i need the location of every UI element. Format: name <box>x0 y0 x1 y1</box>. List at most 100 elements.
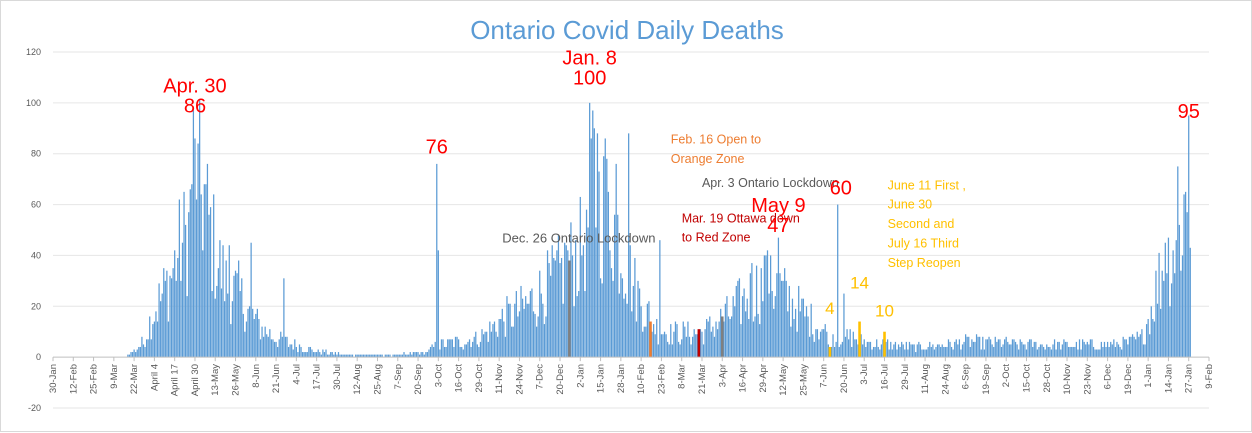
bar <box>1131 334 1134 358</box>
bar <box>291 344 293 358</box>
bar <box>340 354 343 358</box>
bar <box>933 349 936 358</box>
bar <box>1166 273 1168 358</box>
bar <box>468 339 471 358</box>
bar <box>1155 270 1157 358</box>
bar <box>545 316 547 358</box>
bar <box>136 349 138 358</box>
bar <box>613 214 616 358</box>
x-tick-label: 8-Jun <box>251 364 262 388</box>
bar <box>589 102 591 358</box>
bar <box>1181 255 1184 358</box>
annotation-line: June 11 First , <box>888 178 966 192</box>
bar <box>799 311 801 358</box>
bar <box>331 352 333 358</box>
bar <box>656 319 658 358</box>
bar <box>1178 224 1180 358</box>
bar <box>957 344 959 358</box>
bar <box>1021 341 1023 358</box>
bar <box>1127 344 1129 358</box>
x-tick-label: 27-Jan <box>1184 364 1195 393</box>
bar <box>423 354 425 358</box>
bar <box>860 334 862 358</box>
bar <box>1180 270 1182 358</box>
bar <box>986 339 989 358</box>
bar <box>924 349 926 358</box>
bar <box>1082 339 1084 358</box>
bar <box>348 354 351 358</box>
bar <box>805 306 808 358</box>
bar <box>776 273 778 358</box>
bar <box>259 339 262 358</box>
bar <box>971 339 973 358</box>
annotation-line: 76 <box>426 137 448 159</box>
x-tick-label: 29-Jul <box>900 364 911 390</box>
bar <box>409 352 411 358</box>
bar <box>596 133 599 358</box>
bar <box>849 329 851 358</box>
bar <box>155 311 157 358</box>
bar <box>1106 341 1109 358</box>
bar <box>816 329 819 358</box>
bar <box>504 336 507 358</box>
bar <box>316 352 318 358</box>
bar <box>690 344 692 358</box>
x-tick-label: 16-Apr <box>738 364 749 393</box>
bar <box>213 194 215 358</box>
bar <box>1055 349 1057 358</box>
bar <box>922 349 925 358</box>
bar <box>1049 346 1051 358</box>
bar <box>801 298 803 358</box>
bar <box>1177 166 1179 358</box>
bar <box>729 319 731 358</box>
bar <box>996 341 998 358</box>
bar <box>351 354 354 358</box>
bar <box>780 280 783 358</box>
bar <box>537 316 539 358</box>
bar <box>1142 344 1145 358</box>
bar <box>919 344 922 358</box>
bar <box>1064 341 1067 358</box>
bar <box>512 326 514 358</box>
bar <box>287 346 290 358</box>
bar <box>663 331 666 358</box>
bar <box>696 334 698 358</box>
annotation-line: Orange Zone <box>671 152 745 166</box>
bar <box>275 341 277 358</box>
y-tick-label: 80 <box>31 149 41 159</box>
highlight-bar <box>828 346 832 358</box>
bar <box>954 341 956 358</box>
bar <box>738 278 741 358</box>
bar <box>386 354 388 358</box>
bar <box>131 352 134 358</box>
bar <box>702 344 705 358</box>
y-tick-label: 20 <box>31 301 41 311</box>
bar <box>940 346 942 358</box>
bar <box>902 344 904 358</box>
bar <box>581 255 583 358</box>
bar <box>526 303 528 358</box>
bar <box>158 283 160 358</box>
bar <box>760 268 762 358</box>
bar <box>169 275 171 358</box>
bar <box>997 339 1000 358</box>
bar <box>1063 339 1065 358</box>
bar <box>804 316 806 358</box>
bar <box>599 278 602 358</box>
bar <box>553 257 555 358</box>
bar <box>521 298 524 358</box>
bar <box>843 293 845 358</box>
bar <box>624 293 627 358</box>
bar <box>277 346 279 358</box>
x-tick-label: April 30 <box>190 364 201 396</box>
bar <box>520 285 522 358</box>
chart-title: Ontario Covid Daily Deaths <box>470 15 784 45</box>
bar <box>247 308 249 358</box>
bar <box>314 352 316 358</box>
bar <box>571 255 574 358</box>
bar <box>1163 280 1165 358</box>
bar <box>771 291 773 358</box>
bar <box>127 354 129 358</box>
bar <box>298 344 301 358</box>
